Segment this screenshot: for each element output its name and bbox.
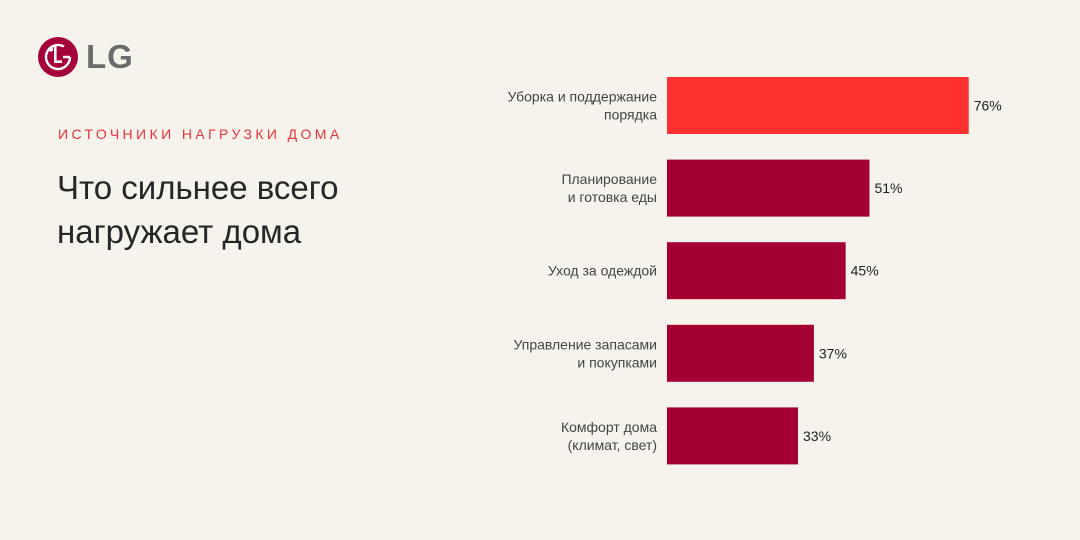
lg-logo: LG <box>38 37 134 77</box>
category-label-5: Комфорт дома (климат, свет) <box>561 419 657 453</box>
category-label-2: Планирование и готовка еды <box>561 171 657 205</box>
page-title-line-1: Что сильнее всего <box>57 169 339 206</box>
lg-logo-icon <box>38 37 78 77</box>
bar-value-label-5: 33% <box>803 428 831 444</box>
bar-3 <box>667 242 846 300</box>
category-label-4: Управление запасами и покупками <box>513 336 657 370</box>
section-eyebrow: ИСТОЧНИКИ НАГРУЗКИ ДОМА <box>58 126 343 142</box>
bar-value-label-3: 45% <box>851 263 879 279</box>
bar-value-label-2: 51% <box>874 180 902 196</box>
category-label-1: Уборка и поддержание порядка <box>508 89 658 123</box>
bar-chart: 76% Уборка и поддержание порядка 51% Планиро… <box>508 77 1002 465</box>
bar-1 <box>667 77 969 134</box>
bar-value-label-4: 37% <box>819 345 847 361</box>
page-title-line-2: нагружает дома <box>57 213 302 250</box>
bar-5 <box>667 407 799 465</box>
bar-value-label-1: 76% <box>974 98 1002 114</box>
category-label-3: Уход за одеждой <box>548 263 657 279</box>
page-title: Что сильнее всего нагружает дома <box>57 166 437 254</box>
bar-2 <box>667 159 870 217</box>
bar-4 <box>667 324 814 382</box>
lg-logo-text: LG <box>86 38 134 75</box>
